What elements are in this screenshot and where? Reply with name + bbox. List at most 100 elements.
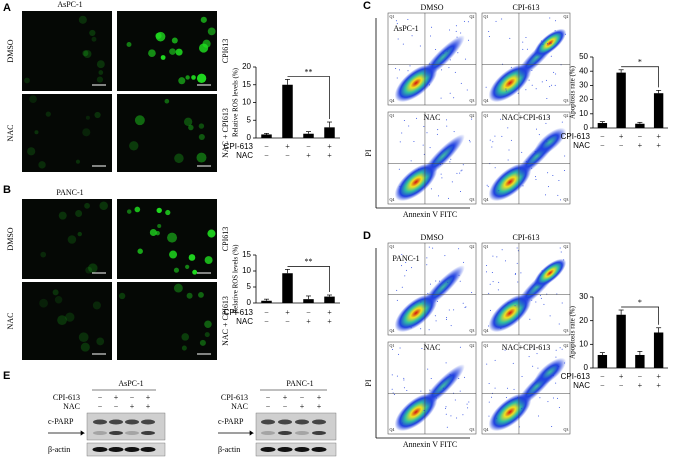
event — [451, 181, 453, 183]
event — [430, 188, 432, 190]
event — [501, 249, 503, 251]
event — [536, 353, 538, 355]
cell — [78, 332, 89, 343]
y-tick-label: 40 — [579, 66, 588, 75]
event — [454, 399, 456, 401]
event — [495, 20, 497, 22]
event — [446, 50, 448, 52]
event — [507, 127, 509, 129]
event — [555, 349, 557, 351]
event — [554, 30, 556, 32]
event — [552, 397, 554, 399]
event — [491, 396, 493, 398]
density-late — [533, 258, 567, 288]
event — [506, 387, 508, 389]
event — [418, 168, 420, 170]
cell — [82, 50, 89, 57]
quadrant-label: Q4 — [484, 98, 489, 103]
event — [408, 125, 410, 127]
event — [469, 141, 471, 143]
y-tick-label: 50 — [579, 52, 588, 61]
event — [429, 147, 431, 149]
density-late — [533, 127, 567, 157]
cell — [157, 223, 162, 229]
event — [505, 260, 507, 262]
event — [449, 29, 451, 31]
quadrant-label: Q3 — [564, 197, 569, 202]
treatment-sign: − — [283, 402, 288, 411]
y-tick-label: 0 — [247, 133, 252, 142]
cell — [167, 232, 178, 243]
x-axis-label: Annexin V FITC — [403, 440, 457, 449]
cell — [92, 301, 101, 310]
event — [419, 45, 421, 47]
event — [517, 92, 519, 94]
cell — [45, 111, 51, 117]
event — [561, 348, 563, 350]
event — [492, 281, 494, 283]
event — [456, 36, 458, 38]
y-tick-label: 15 — [242, 250, 251, 259]
quadrant-label: Q4 — [390, 427, 395, 432]
event — [517, 396, 519, 398]
event — [449, 59, 451, 61]
event — [432, 395, 434, 397]
event — [488, 382, 490, 384]
quadrant-label: Q2 — [564, 113, 569, 118]
event — [399, 347, 401, 349]
bar — [653, 332, 664, 368]
event — [440, 173, 442, 175]
event — [463, 20, 465, 22]
cell — [38, 161, 46, 169]
cell — [75, 159, 81, 164]
cell — [129, 141, 139, 151]
event — [459, 390, 461, 392]
event — [466, 89, 468, 91]
quadrant-label: Q1 — [390, 343, 395, 348]
cell — [155, 32, 162, 39]
event — [392, 348, 394, 350]
cell — [192, 269, 198, 275]
event — [561, 302, 563, 304]
event — [403, 387, 405, 389]
x-axis-label: Annexin V FITC — [403, 210, 457, 219]
bar — [324, 127, 335, 138]
event — [485, 86, 487, 88]
event — [488, 292, 490, 294]
cell — [24, 77, 30, 84]
treatment-sign: − — [264, 317, 269, 326]
cell — [165, 209, 171, 216]
event — [552, 174, 554, 176]
event — [468, 401, 470, 403]
event — [488, 35, 490, 37]
quadrant-label: Q3 — [470, 197, 475, 202]
event — [494, 135, 496, 137]
event — [525, 161, 527, 163]
cell — [58, 211, 67, 220]
cell — [181, 333, 190, 341]
event — [413, 140, 415, 142]
treatment-sign: + — [146, 402, 151, 411]
event — [521, 151, 523, 153]
y-tick-label: 0 — [584, 363, 589, 372]
quadrant-label: Q3 — [470, 427, 475, 432]
event — [558, 366, 560, 368]
micrograph — [22, 199, 112, 279]
cell — [96, 60, 105, 69]
event — [550, 43, 552, 45]
event — [555, 356, 557, 358]
event — [397, 38, 399, 40]
cell — [149, 228, 157, 236]
treatment-name: NAC — [236, 151, 253, 160]
cell — [198, 291, 204, 298]
event — [548, 116, 550, 118]
band — [312, 431, 326, 435]
cell — [137, 248, 143, 254]
event — [455, 25, 457, 27]
band — [108, 447, 124, 452]
event — [468, 39, 470, 41]
treatment-name: NAC — [236, 317, 253, 326]
event — [426, 264, 428, 266]
treatment-sign: + — [638, 381, 643, 390]
event — [487, 186, 489, 188]
